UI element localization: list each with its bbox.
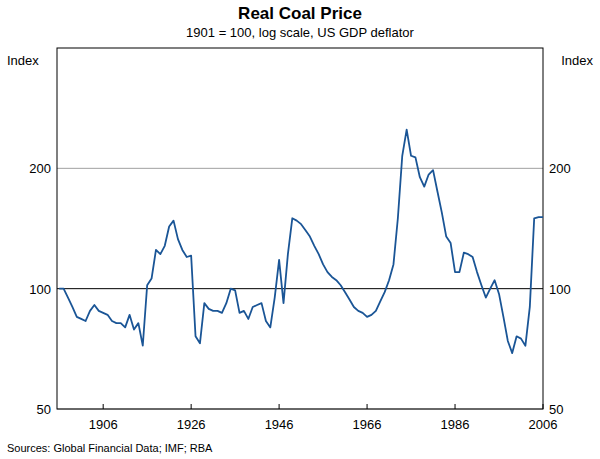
- y-tick-label: 100: [549, 282, 571, 297]
- y-tick-label: 50: [549, 402, 563, 417]
- x-tick: [191, 404, 192, 409]
- y-label: Index: [561, 53, 593, 68]
- y-label: Index: [7, 53, 39, 68]
- x-tick: [103, 404, 104, 409]
- x-tick-label: 2006: [529, 417, 558, 432]
- x-tick-label: 1986: [441, 417, 470, 432]
- series-line: [59, 130, 543, 353]
- title: Real Coal Price: [238, 4, 362, 23]
- x-tick-label: 1946: [265, 417, 294, 432]
- plot-frame: [57, 48, 543, 409]
- x-tick: [455, 404, 456, 409]
- grid-line: [57, 168, 543, 169]
- data-group: [59, 130, 543, 353]
- y-tick-label: 100: [29, 282, 51, 297]
- y-tick-label: 50: [37, 402, 51, 417]
- x-tick-label: 1966: [353, 417, 382, 432]
- y-tick-label: 200: [549, 161, 571, 176]
- x-tick-label: 1906: [89, 417, 118, 432]
- subtitle: 1901 = 100, log scale, US GDP deflator: [186, 25, 414, 40]
- grid-line: [57, 288, 543, 289]
- y-tick-label: 200: [29, 161, 51, 176]
- chart: Real Coal Price 1901 = 100, log scale, US…: [0, 0, 600, 459]
- x-tick: [367, 404, 368, 409]
- x-tick-label: 1926: [177, 417, 206, 432]
- x-tick: [279, 404, 280, 409]
- source: Sources: Global Financial Data; IMF; RBA: [7, 442, 213, 454]
